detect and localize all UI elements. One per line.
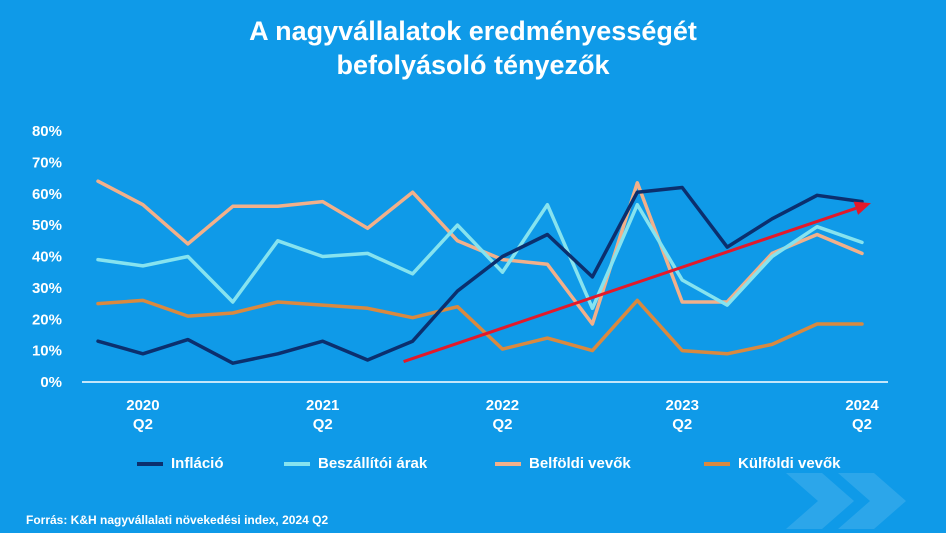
x-tick-label-quarter: Q2: [492, 416, 512, 433]
legend-item-belfoldi: Belföldi vevők: [495, 455, 631, 472]
y-tick-label: 10%: [32, 343, 62, 360]
decorative-chevrons-icon: [786, 473, 906, 529]
x-tick-label-quarter: Q2: [133, 416, 153, 433]
x-tick-label-year: 2022: [486, 397, 519, 414]
y-tick-label: 50%: [32, 217, 62, 234]
legend-item-inflacio: Infláció: [137, 455, 224, 472]
x-tick-label-year: 2020: [126, 397, 159, 414]
y-axis-ticks: 0% 10% 20% 30% 40% 50% 60% 70% 80%: [32, 123, 62, 391]
x-tick-label-year: 2023: [666, 397, 699, 414]
y-tick-label: 0%: [40, 374, 62, 391]
legend: Infláció Beszállítói árak Belföldi vevők Kü…: [0, 455, 946, 477]
series-line-belfoldi: [96, 179, 864, 326]
x-tick-label-quarter: Q2: [313, 416, 333, 433]
series-lines: [96, 179, 864, 365]
y-tick-label: 20%: [32, 311, 62, 328]
trend-arrow-line: [403, 206, 857, 364]
y-tick-label: 30%: [32, 280, 62, 297]
legend-label: Belföldi vevők: [529, 455, 631, 472]
legend-label: Külföldi vevők: [738, 455, 841, 472]
x-tick-label-quarter: Q2: [672, 416, 692, 433]
legend-item-kulfoldi: Külföldi vevők: [704, 455, 841, 472]
series-line-inflacio: [96, 185, 864, 365]
legend-swatch: [704, 461, 730, 466]
trend-arrow-head-icon: [853, 201, 871, 215]
trend-arrow-group: [403, 201, 871, 364]
legend-swatch: [495, 461, 521, 466]
legend-swatch: [137, 461, 163, 466]
x-axis-ticks: 2020 Q2 2021 Q2 2022 Q2 2023 Q2 2024 Q2: [126, 397, 879, 433]
legend-swatch: [284, 461, 310, 466]
chart-title: A nagyvállalatok eredményességét befolyá…: [0, 14, 946, 82]
series-line-kulfoldi: [96, 298, 864, 356]
legend-label: Infláció: [171, 455, 224, 472]
legend-item-beszallitoi: Beszállítói árak: [284, 455, 427, 472]
source-note: Forrás: K&H nagyvállalati növekedési ind…: [26, 513, 329, 527]
legend-label: Beszállítói árak: [318, 455, 428, 472]
chart-title-line-1: A nagyvállalatok eredményességét: [249, 16, 697, 46]
series-line-beszallitoi: [96, 202, 864, 311]
x-tick-label-quarter: Q2: [852, 416, 872, 433]
x-tick-label-year: 2021: [306, 397, 339, 414]
y-tick-label: 70%: [32, 154, 62, 171]
x-tick-label-year: 2024: [845, 397, 879, 414]
chart-title-line-2: befolyásoló tényezők: [336, 50, 610, 80]
y-tick-label: 40%: [32, 249, 62, 266]
y-tick-label: 60%: [32, 186, 62, 203]
y-tick-label: 80%: [32, 123, 62, 140]
